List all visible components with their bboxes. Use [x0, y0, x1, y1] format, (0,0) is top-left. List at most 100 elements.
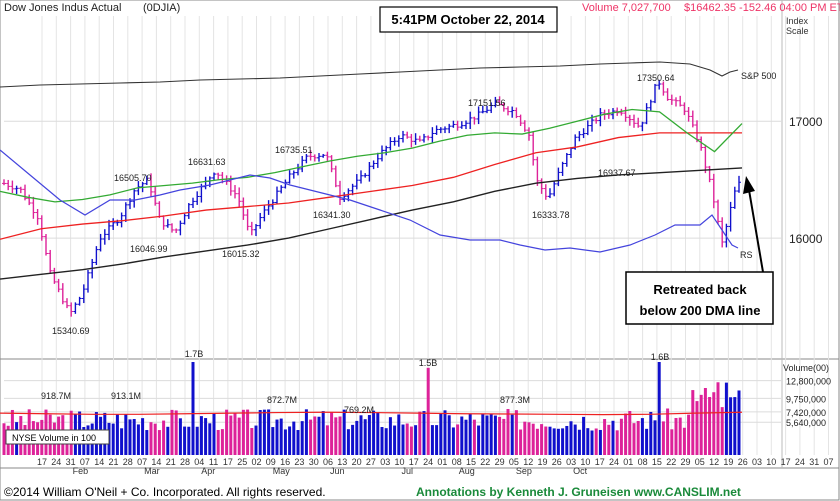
volume-bar	[191, 362, 195, 455]
volume-bar	[199, 416, 203, 455]
index-scale-line2: Scale	[786, 26, 809, 36]
volume-bar	[132, 419, 136, 455]
x-tick-label: 19	[537, 457, 547, 467]
volume-bar	[120, 428, 124, 455]
volume-bar	[594, 428, 598, 455]
price-annotation: 16333.78	[532, 210, 570, 220]
volume-bar	[204, 418, 208, 455]
volume-bar	[220, 429, 224, 455]
x-tick-label: 31	[66, 457, 76, 467]
index-scale-line1: Index	[786, 16, 809, 26]
volume-bar	[346, 429, 350, 455]
month-label: Jul	[402, 466, 414, 476]
volume-bar	[531, 423, 535, 455]
volume-bar	[674, 417, 678, 455]
volume-bar	[409, 426, 413, 455]
price-annotation: 16735.51	[275, 145, 313, 155]
volume-bar	[519, 429, 523, 455]
month-label: Jun	[330, 466, 345, 476]
volume-bar	[724, 382, 728, 455]
volume-bar	[225, 409, 229, 455]
x-tick-label: 19	[723, 457, 733, 467]
x-tick-label: 26	[552, 457, 562, 467]
month-label: Sep	[516, 466, 532, 476]
x-tick-label: 15	[652, 457, 662, 467]
volume-bar	[208, 423, 212, 455]
ticker-symbol: (0DJIA)	[143, 2, 180, 14]
volume-bar	[283, 429, 287, 455]
volume-bar	[317, 416, 321, 455]
month-label: Feb	[73, 466, 89, 476]
month-label: Oct	[573, 466, 588, 476]
volume-tick-label: 7,420,000	[786, 408, 826, 418]
volume-bar	[254, 425, 258, 455]
x-tick-label: 02	[251, 457, 261, 467]
volume-bar	[178, 418, 182, 455]
volume-bar	[334, 417, 338, 455]
volume-bar	[582, 416, 586, 455]
volume-bar	[670, 429, 674, 455]
volume-bar	[514, 410, 518, 455]
volume-bar	[464, 419, 468, 455]
x-tick-label: 10	[394, 457, 404, 467]
price-annotation: 16015.32	[222, 249, 260, 259]
volume-bar	[481, 414, 485, 455]
volume-bar	[661, 421, 665, 455]
volume-annotation: 769.2M	[344, 405, 374, 415]
volume-bar	[603, 419, 607, 455]
ma200-line	[0, 167, 743, 280]
volume-bar	[2, 423, 6, 455]
volume-bar	[372, 410, 376, 455]
volume-bar	[666, 408, 670, 455]
price-label: $16462.35 -152.46 04:00 PM ET	[684, 2, 840, 14]
price-tick-label: 16000	[789, 232, 823, 246]
x-tick-label: 28	[123, 457, 133, 467]
volume-bar	[384, 428, 388, 455]
volume-bar	[309, 419, 313, 455]
volume-bar	[699, 394, 703, 455]
volume-bar	[174, 410, 178, 455]
volume-bar	[657, 362, 661, 455]
x-tick-label: 30	[309, 457, 319, 467]
volume-bar	[145, 430, 149, 455]
volume-bar	[456, 424, 460, 455]
annotation-box	[625, 271, 774, 325]
volume-annotation: 872.7M	[267, 395, 297, 405]
volume-bar	[632, 423, 636, 455]
volume-bar	[355, 420, 359, 455]
volume-bar	[166, 426, 170, 455]
volume-bar	[430, 425, 434, 455]
timestamp-box	[379, 6, 558, 33]
volume-ma-line	[0, 411, 743, 416]
price-annotation: 16505.70	[114, 173, 152, 183]
x-tick-label: 14	[151, 457, 161, 467]
x-tick-label: 22	[480, 457, 490, 467]
x-tick-label: 24	[795, 457, 805, 467]
x-tick-label: 08	[452, 457, 462, 467]
volume-bar	[187, 426, 191, 455]
volume-bar	[561, 428, 565, 455]
x-tick-label: 17	[37, 457, 47, 467]
x-tick-label: 27	[366, 457, 376, 467]
volume-bar	[304, 409, 308, 455]
x-tick-label: 26	[738, 457, 748, 467]
x-tick-label: 07	[80, 457, 90, 467]
timestamp: 5:41PM October 22, 2014	[391, 12, 545, 27]
volume-bar	[691, 390, 695, 455]
x-tick-label: 07	[823, 457, 833, 467]
x-tick-label: 09	[266, 457, 276, 467]
volume-bar	[712, 392, 716, 455]
volume-bar	[552, 428, 556, 455]
price-annotation: 15340.69	[52, 326, 90, 336]
volume-bar	[485, 415, 489, 455]
volume-bar	[388, 417, 392, 455]
x-tick-label: 24	[51, 457, 61, 467]
volume-annotation: 913.1M	[111, 391, 141, 401]
volume-bar	[405, 423, 409, 455]
x-tick-label: 06	[323, 457, 333, 467]
volume-bar	[586, 428, 590, 455]
volume-bar	[111, 423, 115, 455]
volume-tick-label: 9,750,000	[786, 394, 826, 404]
volume-bar	[477, 425, 481, 455]
x-tick-label: 07	[137, 457, 147, 467]
